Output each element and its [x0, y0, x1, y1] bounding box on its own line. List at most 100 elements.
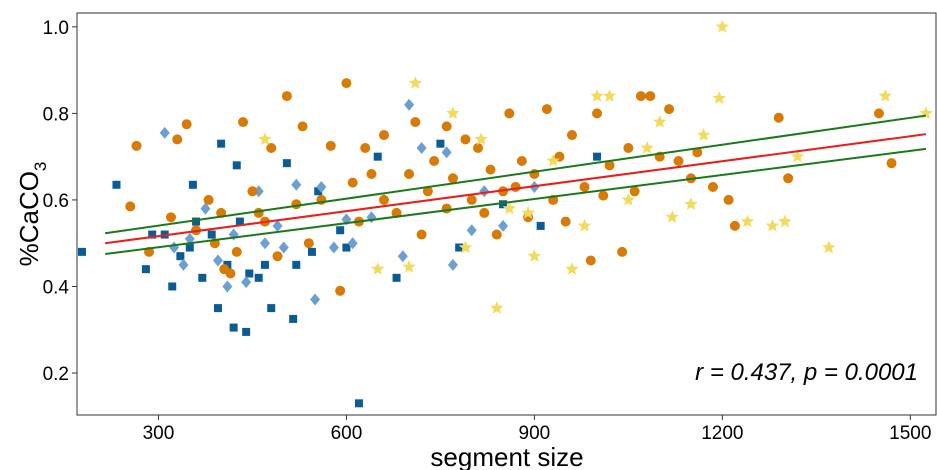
point: [873, 108, 884, 119]
point: [490, 301, 504, 314]
point: [260, 260, 269, 269]
point: [684, 197, 698, 210]
y-tick-label: 0.4: [43, 277, 70, 298]
point: [131, 140, 142, 151]
point: [498, 219, 509, 232]
point: [455, 243, 464, 252]
point: [740, 214, 755, 228]
point: [665, 210, 679, 223]
x-axis-label: segment size: [430, 442, 583, 470]
point: [723, 194, 734, 205]
point: [692, 147, 703, 158]
point: [536, 221, 545, 230]
point: [623, 143, 634, 154]
point: [565, 262, 579, 275]
point: [325, 140, 336, 151]
point: [673, 155, 684, 166]
point: [168, 282, 177, 291]
point: [479, 207, 490, 218]
point: [328, 241, 339, 254]
point: [347, 177, 358, 188]
point: [181, 119, 192, 130]
point: [579, 181, 590, 192]
point: [347, 237, 358, 250]
plot-frame: [76, 12, 937, 416]
point: [397, 250, 408, 263]
y-tick-label: 0.6: [43, 191, 69, 212]
point: [78, 247, 87, 256]
point: [410, 117, 421, 128]
point: [316, 180, 327, 193]
point: [192, 217, 201, 226]
point: [213, 304, 222, 313]
point: [232, 161, 241, 170]
point: [485, 164, 496, 175]
point: [141, 265, 150, 274]
point: [416, 229, 427, 240]
point: [225, 268, 236, 279]
point: [303, 238, 314, 249]
x-tick-label: 1200: [701, 423, 743, 444]
point: [235, 217, 244, 226]
point: [289, 314, 298, 323]
y-axis-label: %CaCO3: [14, 162, 50, 267]
point: [165, 212, 176, 223]
point: [176, 252, 185, 261]
point: [360, 143, 371, 154]
point: [212, 254, 223, 267]
point: [521, 205, 535, 219]
point: [266, 143, 277, 154]
point: [379, 130, 390, 141]
point: [373, 152, 382, 161]
point: [422, 186, 433, 197]
point: [217, 139, 226, 148]
point: [291, 199, 302, 210]
point: [696, 128, 711, 141]
point: [604, 160, 615, 171]
point: [207, 230, 216, 239]
point: [354, 399, 363, 408]
point: [436, 139, 445, 148]
point: [790, 149, 805, 163]
point: [664, 104, 675, 115]
point: [822, 240, 836, 254]
point: [527, 249, 541, 262]
point: [281, 91, 292, 102]
point: [242, 327, 251, 336]
point: [272, 219, 283, 232]
point: [765, 218, 780, 232]
point: [707, 181, 718, 192]
point: [472, 143, 483, 154]
point: [447, 258, 458, 271]
point: [560, 216, 571, 227]
point: [366, 211, 377, 224]
point: [416, 142, 427, 155]
point: [441, 203, 452, 214]
annotation: r = 0.437, p = 0.0001: [695, 359, 918, 386]
point: [408, 76, 422, 89]
point: [336, 226, 345, 235]
point: [602, 89, 617, 102]
point: [229, 323, 238, 332]
point: [159, 126, 170, 139]
point: [254, 273, 263, 282]
point: [598, 190, 609, 201]
point: [546, 154, 560, 167]
point: [886, 158, 897, 169]
point: [446, 106, 460, 120]
point: [297, 121, 308, 132]
point: [258, 132, 272, 145]
point: [259, 237, 270, 250]
point: [653, 115, 667, 128]
x-tick-label: 900: [519, 423, 551, 444]
point: [172, 134, 183, 145]
point: [466, 224, 477, 237]
point: [441, 121, 452, 132]
point: [178, 258, 189, 271]
point: [474, 132, 488, 145]
point: [185, 243, 194, 252]
y-tick-label: 1.0: [43, 18, 69, 39]
point: [621, 192, 635, 206]
point: [310, 293, 321, 306]
